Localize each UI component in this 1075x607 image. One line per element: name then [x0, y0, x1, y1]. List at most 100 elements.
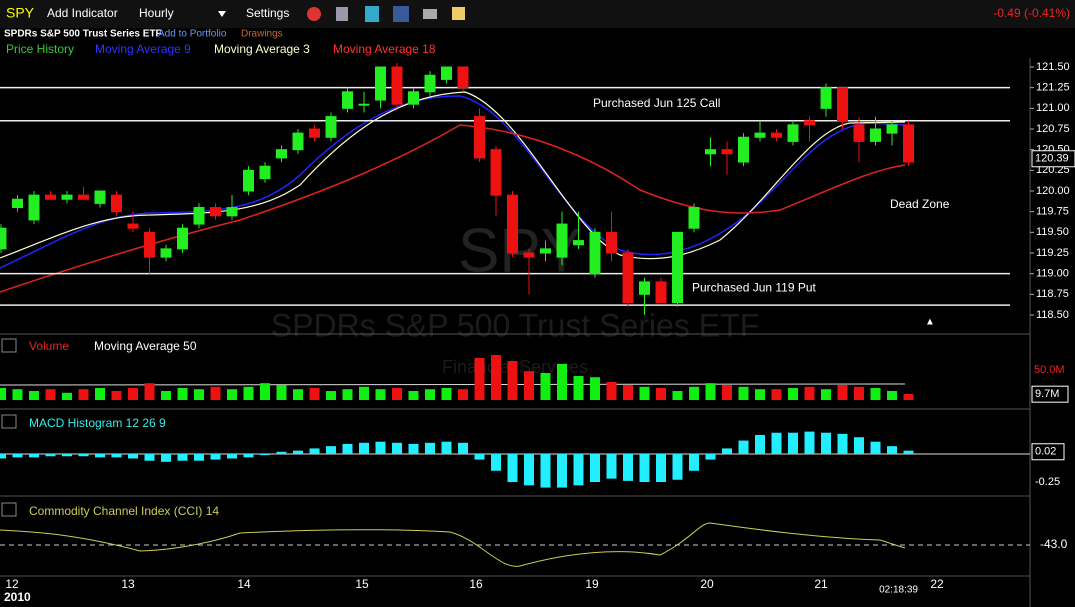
candle-body [441, 66, 452, 80]
dropdown-arrow[interactable] [218, 11, 226, 17]
volume-ma-title: Moving Average 50 [94, 339, 197, 353]
close-button[interactable] [1, 338, 17, 353]
scroll-arrow[interactable]: ▲ [925, 317, 935, 328]
candle-body [672, 231, 683, 304]
volume-bar [260, 383, 270, 400]
macd-bar [672, 454, 683, 480]
volume-bar [821, 389, 831, 400]
macd-bar [524, 454, 534, 486]
icon[interactable] [452, 7, 465, 20]
volume-bar [326, 391, 336, 400]
volume-bar [573, 376, 584, 400]
candle-body [177, 227, 188, 250]
y-tick-label: 0.02 [1035, 446, 1056, 458]
legend-item[interactable]: Moving Average 18 [333, 42, 436, 56]
macd-bar [194, 454, 204, 461]
volume-bar [29, 391, 39, 400]
candle-body [606, 231, 617, 254]
y-tick-label: 120.00 [1036, 185, 1070, 197]
icon[interactable] [423, 9, 437, 19]
volume-bar [227, 389, 237, 400]
x-tick-label: 20 [700, 577, 714, 591]
volume-bar [243, 386, 254, 400]
legend-item[interactable]: Price History [6, 42, 74, 56]
macd-bar [474, 454, 485, 460]
macd-bar [177, 454, 188, 461]
candle-body [540, 248, 551, 254]
macd-bar [639, 454, 650, 482]
volume-bar [870, 388, 881, 400]
candle-body [45, 194, 56, 200]
candle-body [325, 116, 337, 138]
volume-bar [804, 386, 815, 400]
candle-body [787, 124, 799, 142]
macd-bar [441, 441, 452, 454]
candle-body [705, 149, 716, 155]
macd-bar [606, 454, 617, 479]
add-indicator[interactable]: Add Indicator [47, 6, 118, 20]
candle-body [721, 149, 733, 155]
candle-body [375, 66, 386, 101]
icon[interactable] [393, 6, 409, 22]
x-tick-label: 22 [930, 577, 944, 591]
macd-bar [243, 454, 254, 458]
add-portfolio[interactable]: Add to Portfolio [158, 29, 227, 40]
volume-bar [656, 388, 666, 400]
legend-item[interactable]: Moving Average 9 [95, 42, 191, 56]
icon[interactable] [307, 7, 321, 21]
toolbar [0, 0, 1075, 28]
icon[interactable] [365, 6, 379, 22]
volume-bar [705, 383, 716, 400]
macd-bar [870, 441, 881, 454]
volume-bar [342, 389, 353, 400]
close-button[interactable] [1, 414, 17, 429]
macd-bar [95, 454, 105, 458]
symbol[interactable]: SPY [6, 5, 35, 21]
time-label: 02:18:39 [879, 585, 918, 596]
drawings[interactable]: Drawings [241, 29, 283, 40]
volume-bar [507, 361, 518, 400]
macd-bar [623, 454, 633, 481]
macd-bar [573, 454, 584, 486]
volume-bar [276, 385, 287, 400]
x-tick-label: 21 [814, 577, 828, 591]
x-tick-label: 12 [5, 577, 19, 591]
volume-bar [491, 355, 501, 400]
last-volume: 9.7M [1035, 388, 1059, 400]
settings[interactable]: Settings [246, 6, 289, 20]
y-tick-label: 119.75 [1036, 206, 1069, 218]
candle-body [342, 91, 353, 109]
icon[interactable] [336, 7, 348, 21]
volume-bar [557, 364, 567, 400]
close-button[interactable] [1, 502, 17, 517]
moving-average-3 [0, 91, 906, 260]
cci-title: Commodity Channel Index (CCI) 14 [29, 504, 219, 518]
volume-bar [408, 391, 419, 400]
macd-bar [144, 454, 155, 461]
y-tick-label: 121.50 [1036, 61, 1070, 73]
volume-bar [474, 358, 485, 400]
macd-bar [837, 433, 848, 454]
macd-bar [45, 454, 56, 457]
candle-body [160, 248, 172, 258]
candle-body [0, 227, 7, 250]
y-tick-label: 119.50 [1036, 226, 1069, 238]
last-price: 120.39 [1035, 153, 1069, 165]
volume-bar [837, 385, 848, 400]
macd-bar [491, 454, 501, 471]
moving-average-9 [0, 95, 906, 269]
volume-bar [111, 391, 122, 400]
y-tick-label: 121.25 [1036, 82, 1070, 94]
candle-body [210, 207, 221, 217]
candle-body [94, 190, 106, 204]
interval[interactable]: Hourly [139, 6, 174, 20]
macd-bar [111, 454, 122, 458]
volume-bar [78, 389, 89, 400]
y-tick-label: 118.50 [1036, 309, 1069, 321]
legend-item[interactable]: Moving Average 3 [214, 42, 310, 56]
candle-body [12, 198, 23, 209]
candle-body [276, 149, 287, 159]
volume-bar [95, 388, 105, 400]
macd-bar [755, 434, 765, 454]
